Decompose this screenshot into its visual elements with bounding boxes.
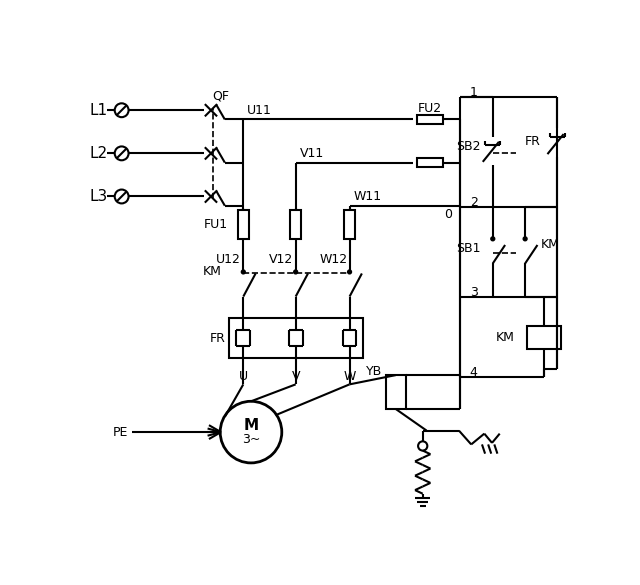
Text: FR: FR bbox=[210, 332, 225, 345]
Text: KM: KM bbox=[541, 239, 559, 252]
Circle shape bbox=[294, 270, 298, 274]
Circle shape bbox=[491, 237, 495, 241]
Text: U11: U11 bbox=[247, 104, 272, 117]
Text: YB: YB bbox=[367, 365, 383, 378]
Text: U: U bbox=[239, 370, 248, 383]
Text: V11: V11 bbox=[300, 147, 324, 160]
Text: 2: 2 bbox=[470, 196, 477, 209]
Text: PE: PE bbox=[113, 426, 128, 439]
Text: QF: QF bbox=[212, 90, 230, 103]
Bar bbox=[344, 209, 355, 239]
Bar bbox=[238, 209, 249, 239]
Text: U12: U12 bbox=[216, 253, 241, 266]
Text: L2: L2 bbox=[90, 146, 108, 161]
Text: SB1: SB1 bbox=[456, 242, 481, 255]
Circle shape bbox=[523, 237, 527, 241]
Text: FR: FR bbox=[525, 135, 541, 147]
Text: L1: L1 bbox=[90, 103, 108, 118]
Text: FU2: FU2 bbox=[417, 102, 442, 115]
Text: KM: KM bbox=[203, 266, 221, 278]
Text: V: V bbox=[291, 370, 300, 383]
Text: W11: W11 bbox=[353, 190, 381, 203]
Text: SB2: SB2 bbox=[456, 140, 481, 153]
Bar bbox=[527, 326, 561, 349]
Bar bbox=[417, 115, 443, 124]
Bar bbox=[386, 375, 406, 409]
Bar bbox=[230, 318, 364, 358]
Bar bbox=[291, 209, 301, 239]
Text: 1: 1 bbox=[470, 86, 477, 99]
Text: FU1: FU1 bbox=[204, 218, 228, 230]
Text: 0: 0 bbox=[444, 208, 452, 222]
Text: V12: V12 bbox=[269, 253, 293, 266]
Circle shape bbox=[348, 270, 351, 274]
Text: W: W bbox=[344, 370, 356, 383]
Text: L3: L3 bbox=[90, 189, 108, 204]
Text: 3: 3 bbox=[470, 286, 477, 300]
Text: KM: KM bbox=[495, 331, 515, 344]
Text: 4: 4 bbox=[470, 366, 477, 378]
Bar bbox=[417, 158, 443, 167]
Text: M: M bbox=[243, 418, 259, 433]
Text: 3~: 3~ bbox=[242, 432, 260, 446]
Circle shape bbox=[241, 270, 245, 274]
Text: W12: W12 bbox=[319, 253, 348, 266]
